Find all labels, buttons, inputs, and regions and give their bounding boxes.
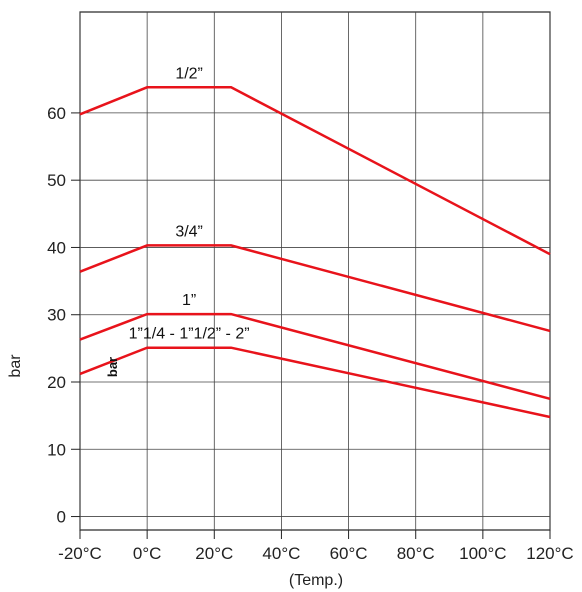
series-line (79, 86, 551, 256)
series-line (79, 244, 551, 333)
y-tick-label: 60 (47, 104, 66, 123)
x-tick-label: 120°C (526, 544, 573, 563)
y-axis-title: bar (7, 354, 24, 378)
x-axis-title: (Temp.) (289, 572, 343, 589)
series-label: 1/2” (175, 65, 203, 82)
x-tick-label: 60°C (330, 544, 368, 563)
x-tick-label: 0°C (133, 544, 162, 563)
x-tick-label: 20°C (195, 544, 233, 563)
series-line (79, 312, 551, 401)
x-axis-ticks: -20°C 0°C 20°C 40°C 60°C 80°C 100°C 120°C (58, 530, 574, 563)
y-tick-label: 20 (47, 373, 66, 392)
series-lines (79, 86, 551, 419)
plot-annotation: bar (105, 357, 120, 377)
y-tick-label: 10 (47, 440, 66, 459)
series-label: 1” (182, 292, 196, 309)
y-tick-label: 40 (47, 238, 66, 257)
x-tick-label: -20°C (58, 544, 102, 563)
y-tick-label: 50 (47, 171, 66, 190)
x-tick-label: 80°C (397, 544, 435, 563)
grid (79, 12, 551, 530)
y-axis-ticks: 0 10 20 30 40 50 60 (47, 104, 80, 527)
y-tick-label: 0 (57, 508, 66, 527)
x-tick-label: 40°C (262, 544, 300, 563)
y-tick-label: 30 (47, 306, 66, 325)
series-line (79, 346, 551, 419)
plot-area (79, 11, 551, 531)
x-tick-label: 100°C (459, 544, 506, 563)
series-labels: 1/2” 3/4” 1” 1”1/4 - 1”1/2” - 2” (129, 65, 250, 342)
series-label: 1”1/4 - 1”1/2” - 2” (129, 326, 250, 343)
series-label: 3/4” (175, 223, 203, 240)
